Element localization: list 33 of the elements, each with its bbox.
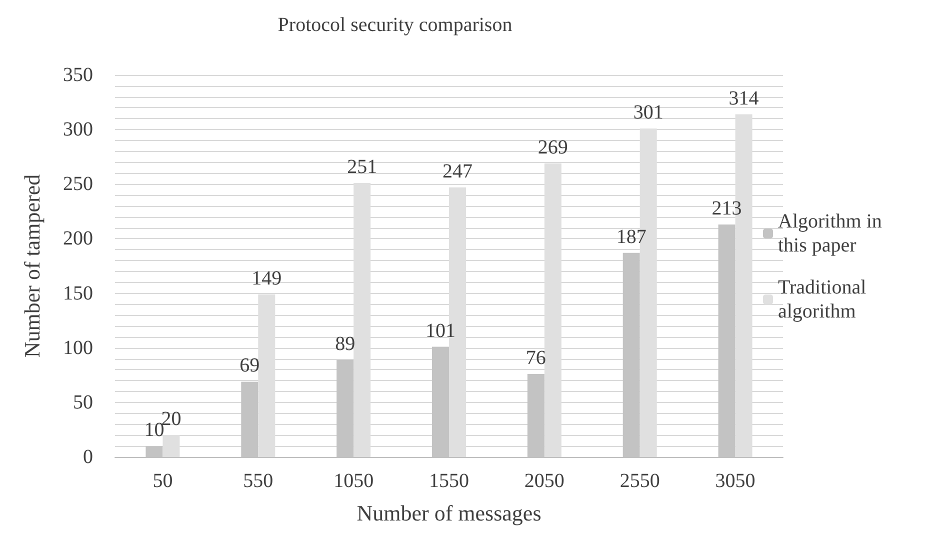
data-label: 69 [240,354,260,377]
x-tick-label: 550 [243,470,274,492]
data-label: 213 [712,198,742,220]
data-label: 187 [616,226,646,248]
data-label: 76 [526,347,546,370]
x-axis-title: Number of messages [356,500,542,526]
data-label: 149 [252,267,282,290]
data-label: 10 [144,419,164,442]
data-label: 301 [633,101,664,124]
y-tick-label: 50 [73,391,93,414]
data-label: 247 [442,160,472,182]
x-tick-label: 1550 [429,470,469,492]
x-tick-label: 3050 [715,470,756,492]
data-label: 89 [335,332,356,355]
y-tick-label: 150 [63,282,93,304]
x-tick-label: 1050 [334,470,374,492]
data-label: 314 [728,87,759,110]
x-tick-label: 50 [152,470,173,492]
x-tick-label: 2550 [620,470,660,492]
legend-label: Traditional algorithm [778,276,872,322]
y-tick-label: 100 [63,336,93,359]
y-axis-title: Number of tampered [20,174,44,358]
y-tick-label: 350 [63,64,93,86]
data-label: 269 [538,136,568,158]
data-label: 101 [426,320,456,342]
y-tick-label: 200 [63,228,93,250]
legend-label: Algorithm in this paper [778,210,887,256]
y-tick-label: 300 [63,118,93,141]
y-tick-label: 0 [83,446,93,468]
y-tick-label: 250 [63,173,93,196]
data-label: 251 [347,156,378,178]
x-tick-label: 2050 [524,470,564,492]
chart-title: Protocol security comparison [278,14,512,36]
